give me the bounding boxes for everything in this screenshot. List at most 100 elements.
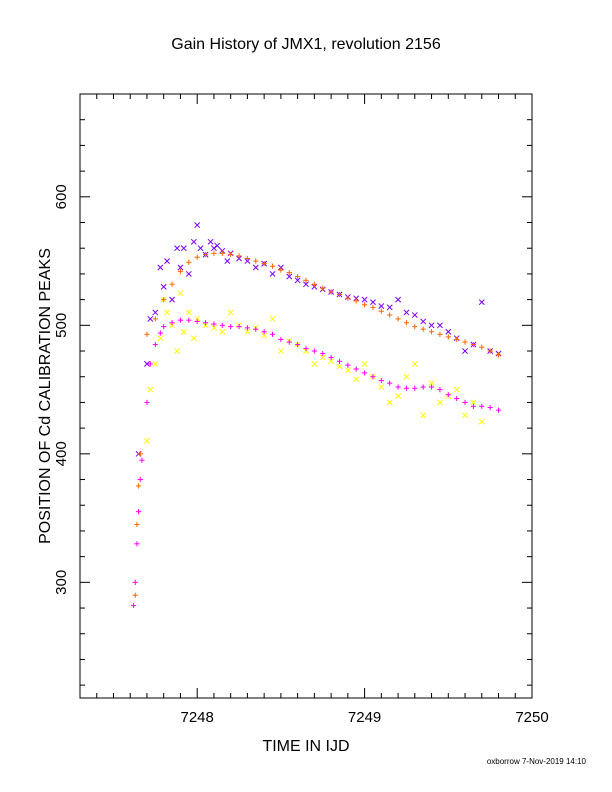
data-point (180, 245, 187, 252)
data-point (147, 361, 153, 367)
data-point (144, 360, 150, 367)
data-point (169, 296, 176, 303)
data-point (403, 385, 410, 391)
x-axis-label: TIME IN IJD (262, 738, 350, 755)
data-point (428, 329, 435, 335)
data-point (202, 320, 209, 326)
data-point (445, 334, 451, 340)
data-point (345, 295, 351, 301)
data-point (320, 350, 326, 357)
data-point (211, 250, 217, 256)
data-point (378, 377, 384, 384)
data-point (164, 258, 171, 265)
data-point (269, 263, 276, 269)
data-point (470, 399, 477, 406)
data-point (403, 320, 410, 326)
data-point (428, 380, 435, 387)
data-point (361, 296, 368, 303)
data-point (479, 344, 485, 350)
data-point (152, 309, 159, 316)
data-point (144, 331, 150, 337)
data-point (454, 395, 460, 402)
series-1 (144, 290, 485, 444)
data-point (186, 317, 192, 323)
data-point (345, 362, 351, 368)
data-point (479, 403, 485, 409)
data-point (454, 336, 460, 343)
data-point (412, 324, 418, 330)
data-point (387, 312, 393, 318)
data-point (453, 386, 460, 393)
data-point (420, 318, 427, 325)
data-point (214, 242, 221, 249)
data-point (386, 399, 393, 406)
data-point (252, 264, 259, 271)
data-point (403, 373, 410, 380)
data-point (436, 399, 443, 406)
data-point (147, 315, 154, 322)
data-point (277, 348, 284, 354)
data-point (177, 268, 184, 274)
data-point (152, 341, 158, 348)
data-point (370, 374, 376, 380)
data-point (353, 298, 359, 304)
data-point (144, 399, 150, 406)
chart-title: Gain History of JMX1, revolution 2156 (171, 36, 441, 53)
data-point (224, 258, 231, 265)
series-2 (132, 250, 502, 598)
data-point (210, 324, 217, 331)
data-point (169, 281, 175, 287)
data-point (253, 258, 259, 264)
data-point (395, 296, 402, 303)
data-point (361, 302, 368, 308)
data-point (157, 264, 164, 271)
data-point (137, 476, 143, 483)
data-point (478, 418, 485, 425)
data-point (353, 366, 359, 372)
data-point (207, 238, 214, 245)
data-point (161, 297, 167, 303)
data-point (462, 399, 468, 406)
data-point (157, 335, 164, 342)
data-point (244, 328, 251, 335)
data-point (157, 330, 163, 336)
data-point (378, 308, 384, 314)
x-tick-label: 7250 (515, 709, 548, 726)
data-point (132, 592, 138, 598)
data-point (180, 328, 187, 335)
data-point (139, 457, 145, 463)
data-point (336, 363, 343, 370)
data-point (361, 360, 368, 367)
data-point (445, 392, 451, 398)
data-point (161, 324, 167, 330)
data-point (428, 384, 435, 390)
data-point (228, 324, 234, 330)
data-point (253, 326, 259, 332)
data-point (320, 285, 326, 291)
footer-credit: oxborrow 7-Nov-2019 14:10 (486, 757, 586, 766)
x-tick-label: 7248 (180, 709, 213, 726)
data-point (219, 328, 226, 335)
data-point (319, 354, 326, 361)
data-point (328, 358, 335, 365)
y-axis-label: POSITION OF Cd CALIBRATION PEAKS (37, 248, 54, 544)
data-point (202, 252, 209, 258)
data-point (311, 348, 317, 354)
data-point (470, 341, 477, 348)
data-point (411, 360, 418, 367)
data-point (236, 253, 242, 259)
y-tick-label: 600 (53, 184, 70, 209)
series-0 (135, 222, 502, 457)
data-point (344, 367, 351, 374)
data-point (495, 407, 502, 413)
data-point (261, 332, 268, 339)
data-point (134, 541, 140, 547)
data-point (134, 521, 140, 528)
data-point (295, 273, 301, 280)
data-point (311, 360, 318, 367)
data-point (197, 245, 204, 252)
data-point (236, 324, 242, 330)
data-point (177, 264, 184, 271)
data-point (185, 270, 192, 277)
